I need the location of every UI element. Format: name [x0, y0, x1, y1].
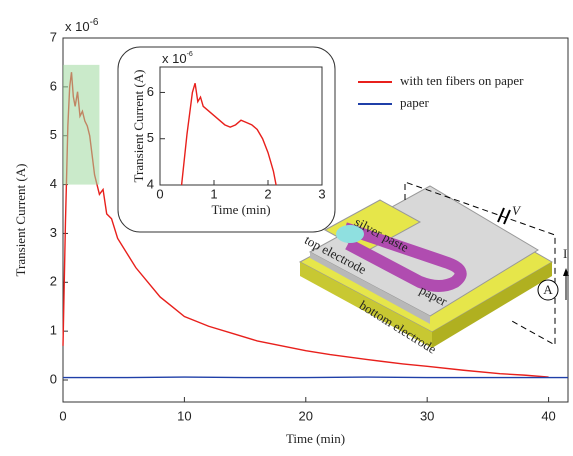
- y-tick-label: 4: [50, 176, 57, 191]
- x-tick-label: 20: [299, 408, 313, 423]
- y-tick-label: 0: [50, 371, 57, 386]
- multiplier-base: x 10: [162, 51, 187, 66]
- y-axis-title: Transient Current (A): [13, 164, 28, 277]
- inset-frame: [117, 46, 336, 233]
- plot-frame: [62, 37, 569, 403]
- multiplier-base: x 10: [65, 19, 90, 34]
- y-tick-label: 6: [50, 78, 57, 93]
- y-tick-label: 4: [147, 176, 154, 191]
- annotation: I: [563, 246, 567, 261]
- y-tick-label: 6: [147, 84, 154, 99]
- highlight-region: [63, 64, 100, 185]
- x-tick-label: 0: [156, 186, 163, 201]
- legend-label: paper: [400, 95, 430, 110]
- x-tick-label: 1: [210, 186, 217, 201]
- legend-label: with ten fibers on paper: [400, 73, 524, 88]
- inset-chart: 4 5 6 0 1 2 3 x 10-6 Time (min) Transient Current…: [117, 46, 336, 233]
- annotation: V: [512, 203, 522, 218]
- x-tick-label: 2: [264, 186, 271, 201]
- data-line: [180, 83, 277, 186]
- x-axis-title: Time (min): [211, 202, 270, 217]
- y-axis-title: Transient Current (A): [131, 70, 146, 183]
- device-diagram: [298, 181, 569, 348]
- multiplier-exponent: -6: [187, 51, 193, 58]
- x-tick-label: 10: [177, 408, 191, 423]
- x-tick-label: 30: [420, 408, 434, 423]
- y-tick-label: 3: [50, 225, 57, 240]
- y-tick-label: 5: [50, 127, 57, 142]
- y-tick-label: 2: [50, 274, 57, 289]
- annotation: A: [543, 282, 553, 297]
- x-tick-label: 3: [318, 186, 325, 201]
- multiplier-exponent: -6: [90, 17, 99, 28]
- y-multiplier: x 10-6: [162, 51, 193, 67]
- x-axis-title: Time (min): [286, 431, 345, 446]
- x-tick-label: 0: [59, 408, 66, 423]
- y-multiplier: x 10-6: [65, 17, 99, 35]
- x-tick-label: 40: [541, 408, 555, 423]
- y-tick-label: 1: [50, 323, 57, 338]
- y-tick-label: 7: [50, 29, 57, 44]
- plot-frame: [159, 66, 323, 186]
- y-tick-label: 5: [147, 130, 154, 145]
